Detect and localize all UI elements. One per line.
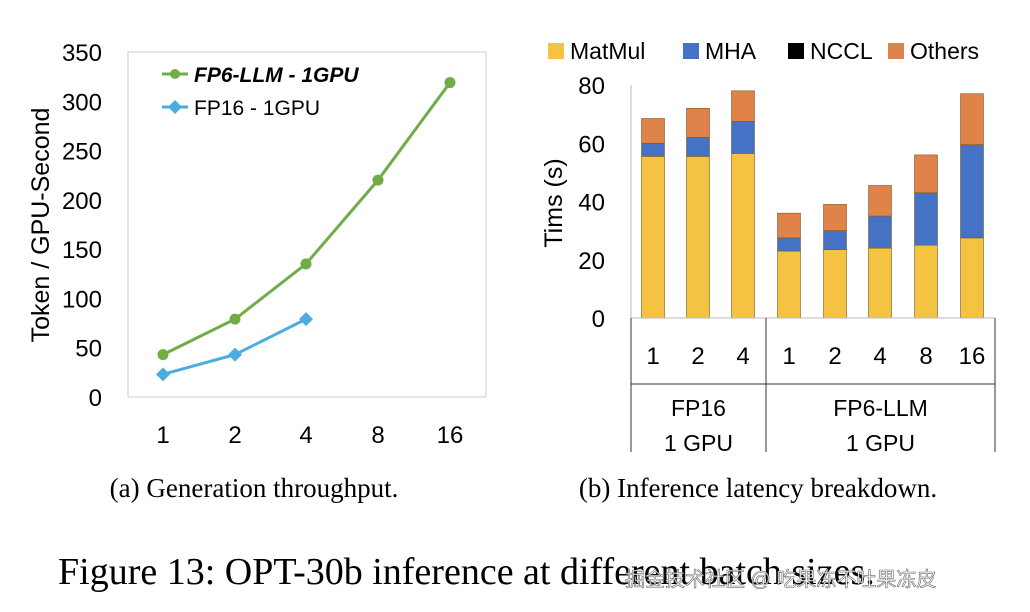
y-tick-label: 350 bbox=[62, 40, 102, 67]
legend: MatMul MHA NCCL Others bbox=[548, 38, 979, 64]
legend-label-mha: MHA bbox=[705, 38, 757, 64]
legend-label-nccl: NCCL bbox=[810, 38, 873, 64]
legend-swatch-others bbox=[888, 43, 904, 59]
bar-segment-matmul bbox=[641, 156, 665, 319]
y-axis-label: Token / GPU-Second bbox=[27, 108, 55, 343]
data-point-fp6 bbox=[229, 313, 241, 325]
legend-marker-fp6 bbox=[170, 69, 180, 79]
bar-segment-mha bbox=[641, 142, 665, 157]
data-point-fp16 bbox=[228, 347, 242, 362]
x-tick-label: 1 bbox=[782, 343, 795, 370]
y-tick-label: 0 bbox=[89, 385, 102, 412]
x-tick-label: 2 bbox=[228, 422, 241, 449]
data-point-fp6 bbox=[157, 349, 169, 361]
legend-label-fp16: FP16 - 1GPU bbox=[194, 97, 320, 120]
x-tick-label: 4 bbox=[736, 343, 749, 370]
bar-segment-mha bbox=[686, 137, 710, 157]
x-tick-label: 16 bbox=[959, 343, 986, 370]
legend-swatch-matmul bbox=[548, 43, 564, 59]
bar-segment-others bbox=[868, 185, 892, 217]
series-line-fp16 bbox=[162, 317, 307, 376]
group-label: FP6-LLM bbox=[833, 395, 928, 421]
y-tick-label: 40 bbox=[578, 190, 605, 217]
caption-b: (b) Inference latency breakdown. bbox=[579, 473, 937, 503]
throughput-chart: 0 50 100 150 200 250 300 350 1 2 4 8 16 Token / GPU… bbox=[27, 40, 487, 503]
y-axis-label: Tims (s) bbox=[540, 158, 568, 247]
x-tick-label: 1 bbox=[646, 343, 659, 370]
legend-marker-fp16 bbox=[168, 100, 182, 114]
x-tick-label: 16 bbox=[437, 422, 464, 449]
bar-segment-matmul bbox=[731, 153, 755, 319]
legend-label-matmul: MatMul bbox=[570, 38, 645, 64]
x-tick-label: 4 bbox=[299, 422, 312, 449]
bar-segment-others bbox=[731, 90, 755, 122]
caption-a: (a) Generation throughput. bbox=[110, 473, 399, 503]
y-tick-label: 80 bbox=[578, 73, 605, 100]
y-tick-label: 300 bbox=[62, 89, 102, 116]
y-tick-label: 150 bbox=[62, 237, 102, 264]
bar-segment-mha bbox=[731, 121, 755, 154]
y-tick-label: 60 bbox=[578, 131, 605, 158]
latency-breakdown-chart: MatMul MHA NCCL Others 0 20 40 60 80 1 2 4 FP16 1 G… bbox=[540, 38, 996, 503]
bar-segment-matmul bbox=[823, 249, 847, 319]
bar-segment-others bbox=[777, 212, 801, 239]
bar-segment-mha bbox=[777, 237, 801, 252]
x-tick-label: 2 bbox=[828, 343, 841, 370]
data-point-fp16 bbox=[156, 367, 170, 382]
bar-segment-matmul bbox=[960, 237, 984, 319]
group-label: FP16 bbox=[671, 395, 726, 421]
x-tick-label: 8 bbox=[919, 343, 932, 370]
bar-segment-matmul bbox=[868, 247, 892, 319]
legend: FP6-LLM - 1GPU FP16 - 1GPU bbox=[162, 64, 359, 120]
x-tick-label: 2 bbox=[691, 343, 704, 370]
legend-label-fp6: FP6-LLM - 1GPU bbox=[194, 64, 359, 87]
data-point-fp6 bbox=[444, 77, 456, 89]
group-sublabel: 1 GPU bbox=[664, 430, 733, 456]
bar-segment-matmul bbox=[777, 250, 801, 319]
x-tick-label: 4 bbox=[873, 343, 886, 370]
bar-segment-mha bbox=[823, 230, 847, 250]
x-tick-label: 1 bbox=[156, 422, 169, 449]
x-tick-label: 8 bbox=[371, 422, 384, 449]
data-point-fp6 bbox=[372, 174, 384, 186]
watermark: 掘金技术社区 @ 吃果冻不吐果冻皮 bbox=[625, 568, 936, 591]
group-sublabel: 1 GPU bbox=[846, 430, 915, 456]
plot-area-border bbox=[127, 51, 487, 398]
data-point-fp16 bbox=[299, 312, 313, 327]
bar-segment-others bbox=[960, 93, 984, 146]
legend-swatch-mha bbox=[683, 43, 699, 59]
bar-segment-others bbox=[914, 154, 938, 194]
legend-label-others: Others bbox=[910, 38, 979, 64]
bar-segment-mha bbox=[960, 144, 984, 239]
bar-segment-matmul bbox=[914, 244, 938, 319]
y-tick-label: 100 bbox=[62, 286, 102, 313]
figure-caption: Figure 13: OPT-30b inference at differen… bbox=[58, 551, 875, 593]
bar-segment-matmul bbox=[686, 156, 710, 319]
data-point-fp6 bbox=[300, 258, 312, 270]
legend-swatch-nccl bbox=[788, 43, 804, 59]
y-tick-label: 250 bbox=[62, 139, 102, 166]
bar-segment-others bbox=[641, 118, 665, 144]
bar-segment-others bbox=[823, 204, 847, 231]
bar-segment-mha bbox=[868, 215, 892, 249]
bar-segment-others bbox=[686, 108, 710, 138]
bar-segment-mha bbox=[914, 192, 938, 246]
y-tick-label: 200 bbox=[62, 188, 102, 215]
y-tick-label: 50 bbox=[75, 336, 102, 363]
y-tick-label: 0 bbox=[592, 306, 605, 333]
y-tick-label: 20 bbox=[578, 248, 605, 275]
